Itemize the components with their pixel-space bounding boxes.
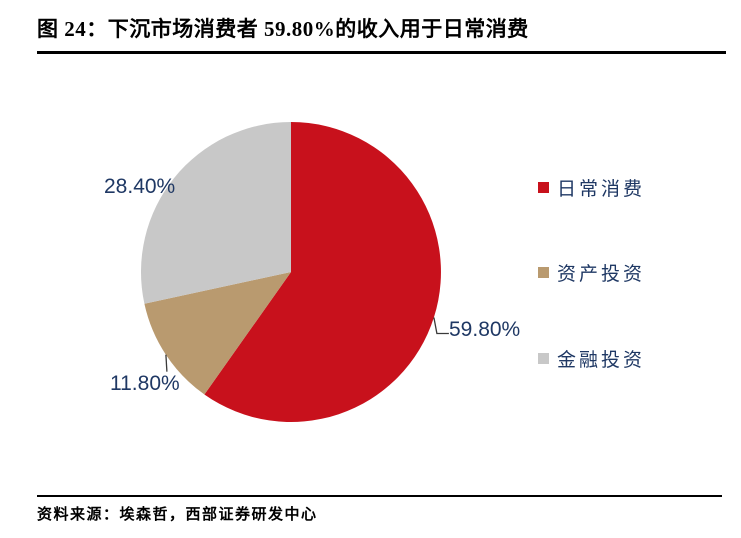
legend-swatch-daily-consumption (538, 181, 549, 193)
slice-value-label-daily-consumption: 59.80% (449, 318, 521, 341)
legend-label-asset-investment: 资产投资 (557, 263, 646, 285)
legend-item-daily-consumption: 日常消费 (538, 176, 646, 200)
slice-value-label-financial-investment: 28.40% (104, 175, 176, 198)
legend-label-daily-consumption: 日常消费 (557, 178, 646, 200)
source-text: 资料来源：埃森哲，西部证券研发中心 (37, 507, 318, 523)
legend-swatch-financial-investment (538, 352, 549, 364)
legend-item-financial-investment: 金融投资 (538, 347, 646, 371)
title-rule (37, 51, 726, 54)
footer-rule (37, 495, 722, 497)
figure-title: 图 24：下沉市场消费者 59.80%的收入用于日常消费 (37, 17, 529, 41)
leader-line-asset-investment (165, 354, 168, 372)
pie-slice-asset-investment (144, 272, 291, 395)
legend-item-asset-investment: 资产投资 (538, 261, 646, 285)
pie-slice-financial-investment (140, 122, 291, 304)
leader-line-daily-consumption (433, 317, 449, 335)
slice-value-label-asset-investment: 11.80% (110, 372, 180, 395)
pie-slice-daily-consumption (204, 122, 441, 422)
legend-swatch-asset-investment (538, 266, 549, 278)
legend-label-financial-investment: 金融投资 (557, 349, 646, 371)
